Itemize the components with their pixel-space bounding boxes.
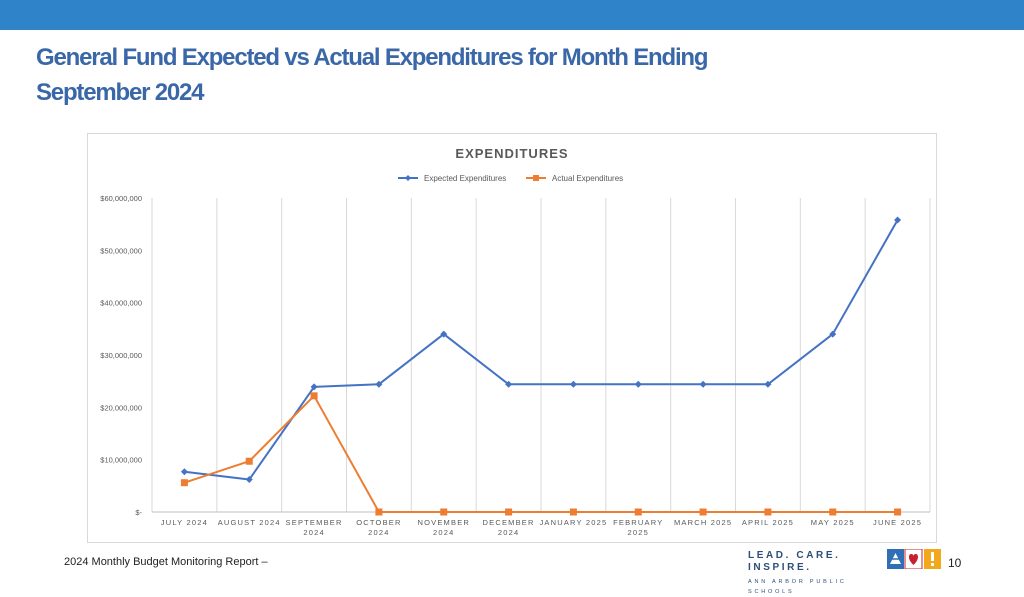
series-1-point-4 — [440, 508, 448, 516]
x-tick-label-3-line-0: OCTOBER — [356, 518, 401, 527]
top-banner — [0, 0, 1024, 30]
x-tick-label-7-line-1: 2025 — [628, 528, 650, 537]
series-0-point-2 — [310, 383, 318, 391]
x-tick-label-2-line-0: SEPTEMBER — [286, 518, 343, 527]
series-0-point-9 — [764, 380, 772, 388]
series-0-point-1 — [245, 476, 253, 484]
x-tick-label-11: JUNE 2025 — [873, 518, 922, 527]
series-line-0 — [184, 219, 899, 481]
series-0-point-7 — [634, 380, 642, 388]
series-1-point-6 — [569, 508, 577, 516]
x-tick-label-6: JANUARY 2025 — [539, 518, 607, 527]
x-tick-label-1: AUGUST 2024 — [218, 518, 281, 527]
series-0-point-8 — [699, 380, 707, 388]
series-1-point-7 — [634, 508, 642, 516]
series-1-point-8 — [699, 508, 707, 516]
series-1-point-11 — [894, 508, 902, 516]
y-tick-label-6: $- — [135, 508, 142, 517]
series-0-point-4 — [440, 330, 448, 338]
series-0-point-6 — [569, 380, 577, 388]
series-line-1 — [184, 394, 898, 513]
page-number: 10 — [948, 556, 962, 570]
series-0-point-3 — [375, 380, 383, 388]
y-tick-label-5: $10,000,000 — [100, 456, 142, 465]
y-tick-label-0: $60,000,000 — [100, 194, 142, 203]
series-1-point-1 — [245, 457, 253, 465]
series-0-point-11 — [894, 216, 902, 224]
x-tick-label-4-line-1: 2024 — [433, 528, 455, 537]
series-0-point-10 — [829, 330, 837, 338]
x-tick-label-5-line-1: 2024 — [498, 528, 520, 537]
legend-label-1: Actual Expenditures — [552, 174, 623, 183]
aaps-logo-icon — [887, 549, 941, 569]
x-tick-label-8: MARCH 2025 — [674, 518, 732, 527]
series-0-point-0 — [180, 468, 188, 476]
legend-marker-1 — [533, 175, 539, 181]
x-tick-label-4-line-0: NOVEMBER — [417, 518, 470, 527]
x-tick-label-9: APRIL 2025 — [742, 518, 794, 527]
slide-title: General Fund Expected vs Actual Expendit… — [36, 44, 709, 106]
x-tick-label-2-line-1: 2024 — [303, 528, 325, 537]
y-tick-label-2: $40,000,000 — [100, 299, 142, 308]
series-0-point-5 — [505, 380, 513, 388]
series-1-point-0 — [180, 479, 188, 487]
brand-block: LEAD. CARE. INSPIRE. ANN ARBOR PUBLIC SC… — [748, 550, 888, 597]
series-1-point-9 — [764, 508, 772, 516]
series-1-point-10 — [829, 508, 837, 516]
brand-motto: LEAD. CARE. INSPIRE. — [748, 550, 841, 573]
x-tick-label-0: JULY 2024 — [161, 518, 208, 527]
legend-label-0: Expected Expenditures — [424, 174, 506, 183]
chart-title: EXPENDITURES — [455, 146, 568, 161]
series-1-point-5 — [505, 508, 513, 516]
x-tick-label-7-line-0: FEBRUARY — [613, 518, 663, 527]
x-tick-label-10: MAY 2025 — [811, 518, 855, 527]
brand-school-name: ANN ARBOR PUBLIC SCHOOLS — [748, 579, 847, 595]
legend-marker-0 — [405, 175, 411, 181]
footer-report-name: 2024 Monthly Budget Monitoring Report – — [64, 556, 268, 568]
x-tick-label-3-line-1: 2024 — [368, 528, 390, 537]
y-tick-label-1: $50,000,000 — [100, 246, 142, 255]
series-1-point-3 — [375, 508, 383, 516]
series-1-point-2 — [310, 392, 318, 400]
expenditures-line-chart: EXPENDITURES Expected Expenditures Actual … — [100, 146, 931, 537]
chart-frame: EXPENDITURES Expected Expenditures Actual … — [87, 133, 937, 543]
y-tick-label-3: $30,000,000 — [100, 351, 142, 360]
y-tick-label-4: $20,000,000 — [100, 403, 142, 412]
x-tick-label-5-line-0: DECEMBER — [483, 518, 535, 527]
